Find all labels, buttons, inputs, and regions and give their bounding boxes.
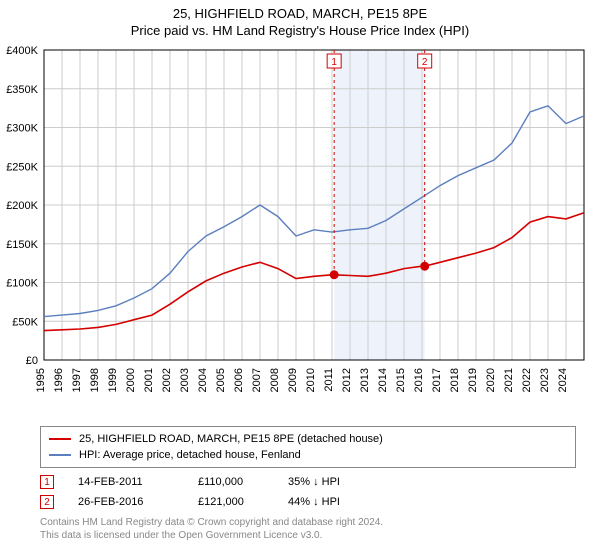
- chart-title: 25, HIGHFIELD ROAD, MARCH, PE15 8PE: [0, 6, 600, 21]
- credits: Contains HM Land Registry data © Crown c…: [40, 516, 576, 542]
- svg-text:2019: 2019: [467, 368, 479, 392]
- legend-row: HPI: Average price, detached house, Fenl…: [49, 447, 567, 463]
- svg-text:2021: 2021: [503, 368, 515, 392]
- sale-price: £121,000: [198, 496, 288, 508]
- svg-text:£350K: £350K: [6, 84, 38, 96]
- svg-text:1997: 1997: [71, 368, 83, 392]
- svg-text:£300K: £300K: [6, 123, 38, 135]
- svg-text:1999: 1999: [107, 368, 119, 392]
- svg-text:2016: 2016: [413, 368, 425, 392]
- svg-text:2007: 2007: [251, 368, 263, 392]
- svg-text:2004: 2004: [197, 368, 209, 392]
- svg-text:2001: 2001: [143, 368, 155, 392]
- sale-row: 1 14-FEB-2011 £110,000 35% ↓ HPI: [40, 472, 576, 492]
- svg-text:2015: 2015: [395, 368, 407, 392]
- svg-text:2017: 2017: [431, 368, 443, 392]
- svg-text:1998: 1998: [89, 368, 101, 392]
- sale-delta: 35% ↓ HPI: [288, 476, 408, 488]
- svg-text:2000: 2000: [125, 368, 137, 392]
- sale-marker-icon: 1: [40, 475, 54, 489]
- svg-text:£100K: £100K: [6, 278, 38, 290]
- svg-text:£50K: £50K: [12, 316, 38, 328]
- credits-line: Contains HM Land Registry data © Crown c…: [40, 516, 576, 529]
- chart-subtitle: Price paid vs. HM Land Registry's House …: [0, 23, 600, 38]
- svg-text:£0: £0: [26, 355, 38, 367]
- legend-label: HPI: Average price, detached house, Fenl…: [79, 449, 301, 461]
- svg-text:£200K: £200K: [6, 200, 38, 212]
- svg-text:1: 1: [331, 57, 337, 68]
- svg-text:£400K: £400K: [6, 45, 38, 57]
- svg-text:2003: 2003: [179, 368, 191, 392]
- svg-text:2022: 2022: [521, 368, 533, 392]
- chart-area: £0 £50K £100K £150K £200K £250K £300K £350K £400…: [0, 40, 600, 420]
- line-chart: £0 £50K £100K £150K £200K £250K £300K £350K £400…: [0, 40, 600, 420]
- sale-date: 26-FEB-2016: [78, 496, 198, 508]
- svg-text:£250K: £250K: [6, 161, 38, 173]
- svg-text:2014: 2014: [377, 368, 389, 392]
- credits-line: This data is licensed under the Open Gov…: [40, 529, 576, 542]
- svg-text:2: 2: [422, 57, 428, 68]
- svg-text:2020: 2020: [485, 368, 497, 392]
- legend-row: 25, HIGHFIELD ROAD, MARCH, PE15 8PE (det…: [49, 431, 567, 447]
- svg-text:2006: 2006: [233, 368, 245, 392]
- svg-text:1996: 1996: [53, 368, 65, 392]
- legend: 25, HIGHFIELD ROAD, MARCH, PE15 8PE (det…: [40, 426, 576, 468]
- svg-text:2024: 2024: [557, 368, 569, 392]
- sale-date: 14-FEB-2011: [78, 476, 198, 488]
- sale-marker-icon: 2: [40, 495, 54, 509]
- svg-text:2018: 2018: [449, 368, 461, 392]
- svg-text:2012: 2012: [341, 368, 353, 392]
- svg-text:2023: 2023: [539, 368, 551, 392]
- legend-swatch: [49, 438, 71, 440]
- svg-text:2010: 2010: [305, 368, 317, 392]
- svg-text:1995: 1995: [35, 368, 47, 392]
- sale-row: 2 26-FEB-2016 £121,000 44% ↓ HPI: [40, 492, 576, 512]
- svg-text:2002: 2002: [161, 368, 173, 392]
- sales-table: 1 14-FEB-2011 £110,000 35% ↓ HPI 2 26-FE…: [40, 472, 576, 512]
- svg-text:2011: 2011: [323, 368, 335, 392]
- legend-label: 25, HIGHFIELD ROAD, MARCH, PE15 8PE (det…: [79, 433, 383, 445]
- svg-text:£150K: £150K: [6, 239, 38, 251]
- svg-text:2008: 2008: [269, 368, 281, 392]
- svg-text:2009: 2009: [287, 368, 299, 392]
- sale-price: £110,000: [198, 476, 288, 488]
- svg-text:2005: 2005: [215, 368, 227, 392]
- legend-swatch: [49, 454, 71, 456]
- svg-text:2013: 2013: [359, 368, 371, 392]
- sale-delta: 44% ↓ HPI: [288, 496, 408, 508]
